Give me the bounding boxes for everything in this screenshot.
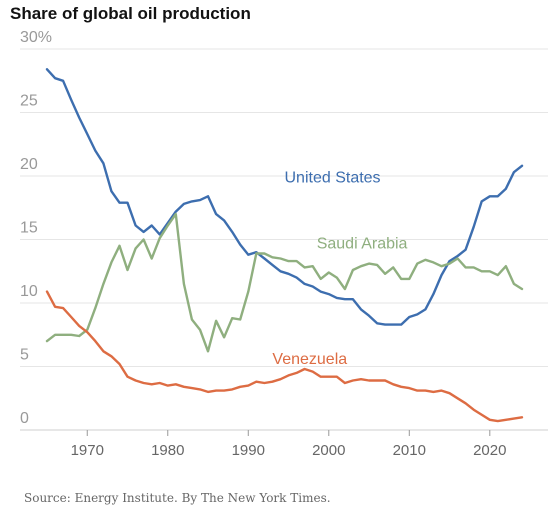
x-tick-label-1970: 1970 [71, 442, 104, 459]
source-note: Source: Energy Institute. By The New Yor… [24, 491, 331, 505]
x-tick-label-1990: 1990 [232, 442, 265, 459]
y-tick-label-20: 20 [20, 156, 38, 173]
series-line-saudi-arabia [45, 212, 524, 353]
x-tick-label-2020: 2020 [473, 442, 506, 459]
y-tick-label-25: 25 [20, 93, 38, 110]
series-layer [45, 68, 524, 423]
x-tick-label-1980: 1980 [151, 442, 184, 459]
x-tick-labels: 1970 1980 1990 2000 2010 2020 [71, 430, 506, 459]
series-line-united-states [45, 68, 524, 326]
series-line-venezuela [45, 290, 524, 423]
y-tick-labels: 0 5 10 15 20 25 30% [20, 29, 52, 427]
y-tick-label-0: 0 [20, 410, 29, 427]
series-label-saudi-arabia: Saudi Arabia [317, 235, 408, 252]
y-tick-label-10: 10 [20, 283, 38, 300]
series-label-venezuela: Venezuela [272, 351, 347, 368]
x-tick-label-2010: 2010 [393, 442, 426, 459]
series-label-layer: United States Saudi Arabia Venezuela [272, 169, 407, 368]
grid-layer [20, 48, 548, 431]
y-tick-label-15: 15 [20, 220, 38, 237]
series-label-united-states: United States [285, 169, 381, 186]
chart-title: Share of global oil production [10, 4, 251, 23]
y-tick-label-5: 5 [20, 347, 29, 364]
y-tick-label-30: 30% [20, 29, 52, 46]
x-tick-label-2000: 2000 [312, 442, 345, 459]
